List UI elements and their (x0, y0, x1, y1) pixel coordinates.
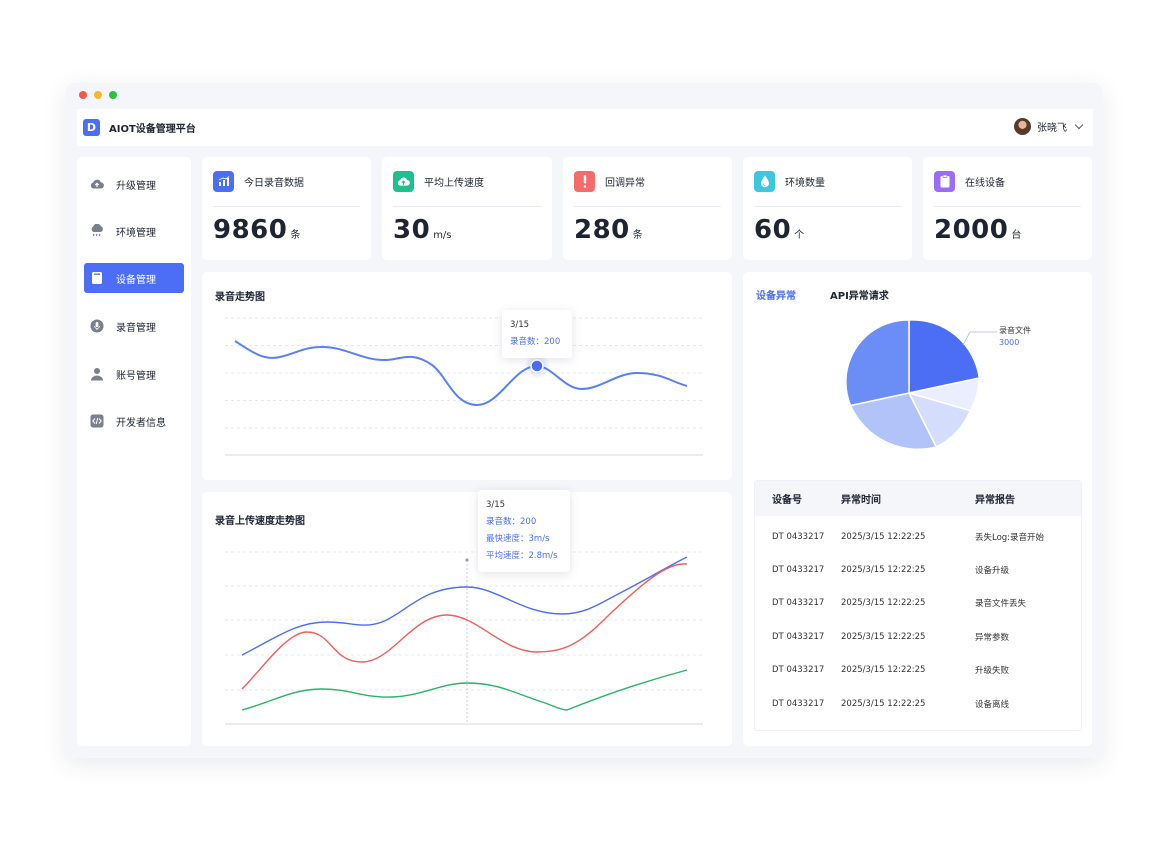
stat-label: 环境数量 (785, 178, 825, 189)
device-icon (90, 271, 104, 285)
table-row[interactable]: DT 0433217 2025/3/15 12:22:25 异常参数 (755, 620, 1081, 653)
stat-unit: m/s (433, 230, 452, 241)
cloud-upload-icon (90, 177, 104, 191)
chart-tooltip: 3/15 录音数：200 最快速度：3m/s 平均速度：2.8m/s (478, 490, 570, 572)
cell-device: DT 0433217 (772, 698, 825, 709)
cell-device: DT 0433217 (772, 598, 825, 609)
app-window: D AIOT设备管理平台 张晓飞 升级管理 环境管理 设备管理 (66, 83, 1102, 758)
stat-unit: 条 (632, 230, 643, 241)
minimize-window-button[interactable] (94, 91, 102, 99)
app-logo: D (83, 119, 100, 136)
pie-label: 录音文件 (999, 326, 1031, 335)
sidebar-item-accounts[interactable]: 账号管理 (84, 359, 184, 389)
bar-chart-icon (213, 171, 234, 192)
sidebar-item-devices[interactable]: 设备管理 (84, 263, 184, 293)
stat-card-environments: 环境数量 60 个 (743, 157, 912, 260)
sidebar-item-recordings[interactable]: 录音管理 (84, 311, 184, 341)
window-controls (79, 91, 117, 99)
clipboard-icon (934, 171, 955, 192)
chart-title: 录音走势图 (215, 292, 265, 303)
stat-value: 280 (574, 215, 630, 245)
avatar (1014, 118, 1031, 135)
sidebar-item-label: 录音管理 (116, 322, 156, 334)
stat-label: 平均上传速度 (424, 178, 484, 189)
cell-device: DT 0433217 (772, 565, 825, 576)
top-bar: D AIOT设备管理平台 张晓飞 (77, 109, 1093, 146)
column-header: 异常报告 (975, 495, 1015, 506)
table-row[interactable]: DT 0433217 2025/3/15 12:22:25 设备升级 (755, 553, 1081, 586)
sidebar-item-upgrade[interactable]: 升级管理 (84, 169, 184, 199)
chevron-down-icon (1074, 120, 1084, 129)
table-row[interactable]: DT 0433217 2025/3/15 12:22:25 丢失Log:录音开始 (755, 520, 1081, 553)
sidebar-item-label: 环境管理 (116, 227, 156, 239)
sidebar: 升级管理 环境管理 设备管理 录音管理 账号管理 (77, 157, 191, 746)
app-title: AIOT设备管理平台 (109, 124, 196, 135)
sidebar-item-developer[interactable]: 开发者信息 (84, 406, 184, 436)
close-window-button[interactable] (79, 91, 87, 99)
cell-time: 2025/3/15 12:22:25 (841, 698, 926, 709)
exception-pie-chart[interactable] (743, 272, 1092, 472)
sidebar-item-label: 账号管理 (116, 370, 156, 382)
stat-value: 9860 (213, 215, 288, 245)
sidebar-item-label: 升级管理 (116, 180, 156, 192)
cell-report: 设备升级 (975, 566, 1010, 577)
stat-unit: 个 (794, 230, 805, 241)
stat-label: 在线设备 (965, 178, 1005, 189)
stat-card-online-devices: 在线设备 2000 台 (923, 157, 1092, 260)
stat-unit: 条 (290, 230, 301, 241)
stat-unit: 台 (1011, 230, 1022, 241)
cell-report: 设备离线 (975, 699, 1010, 710)
cell-device: DT 0433217 (772, 665, 825, 676)
chart-title: 录音上传速度走势图 (215, 516, 305, 527)
stat-label: 回调异常 (605, 178, 645, 189)
cell-report: 丢失Log:录音开始 (975, 532, 1045, 543)
column-header: 设备号 (772, 495, 802, 506)
sidebar-item-environment[interactable]: 环境管理 (84, 216, 184, 246)
recording-trend-chart[interactable] (202, 272, 732, 480)
column-header: 异常时间 (841, 495, 881, 506)
stat-card-callback-errors: 回调异常 280 条 (563, 157, 732, 260)
user-icon (90, 367, 104, 381)
upload-trend-chart[interactable] (202, 492, 732, 746)
tab-device-exceptions[interactable]: 设备异常 (756, 291, 796, 302)
table-row[interactable]: DT 0433217 2025/3/15 12:22:25 录音文件丢失 (755, 587, 1081, 620)
exceptions-card: 设备异常 API异常请求 录音文件 3000 设备号 异常时间 异常报告 DT … (743, 272, 1092, 746)
stat-value: 30 (393, 215, 431, 245)
cloud-rain-icon (90, 224, 104, 238)
stat-card-recordings: 今日录音数据 9860 条 (202, 157, 371, 260)
cell-time: 2025/3/15 12:22:25 (841, 631, 926, 642)
cell-report: 升级失败 (975, 666, 1010, 677)
stat-label: 今日录音数据 (244, 178, 304, 189)
upload-trend-card: 录音上传速度走势图 3/15 录音数：200 最快速度：3m/s 平均速度：2.… (202, 490, 732, 746)
cell-time: 2025/3/15 12:22:25 (841, 565, 926, 576)
water-drop-icon (754, 171, 775, 192)
cell-time: 2025/3/15 12:22:25 (841, 531, 926, 542)
pie-value: 3000 (999, 338, 1020, 347)
sidebar-item-label: 开发者信息 (116, 417, 166, 429)
stat-value: 2000 (934, 215, 1009, 245)
code-icon (90, 414, 104, 428)
cell-report: 录音文件丢失 (975, 599, 1027, 610)
recording-trend-card: 录音走势图 3/15 录音数：200 (202, 272, 732, 480)
user-name: 张晓飞 (1037, 123, 1067, 134)
tab-api-exceptions[interactable]: API异常请求 (830, 291, 889, 302)
cloud-upload-icon (393, 171, 414, 192)
cell-report: 异常参数 (975, 632, 1010, 643)
chart-tooltip: 3/15 录音数：200 (502, 310, 572, 358)
alert-icon (574, 171, 595, 192)
user-menu[interactable]: 张晓飞 (1014, 118, 1084, 135)
stat-value: 60 (754, 215, 792, 245)
microphone-icon (90, 319, 104, 333)
cell-device: DT 0433217 (772, 531, 825, 542)
cell-time: 2025/3/15 12:22:25 (841, 598, 926, 609)
maximize-window-button[interactable] (109, 91, 117, 99)
table-row[interactable]: DT 0433217 2025/3/15 12:22:25 设备离线 (755, 687, 1081, 720)
cell-time: 2025/3/15 12:22:25 (841, 665, 926, 676)
exceptions-table: 设备号 异常时间 异常报告 DT 0433217 2025/3/15 12:22… (754, 480, 1082, 731)
stat-card-upload-speed: 平均上传速度 30 m/s (382, 157, 552, 260)
table-row[interactable]: DT 0433217 2025/3/15 12:22:25 升级失败 (755, 654, 1081, 687)
cell-device: DT 0433217 (772, 631, 825, 642)
table-header: 设备号 异常时间 异常报告 (755, 481, 1081, 516)
sidebar-item-label: 设备管理 (116, 274, 156, 286)
